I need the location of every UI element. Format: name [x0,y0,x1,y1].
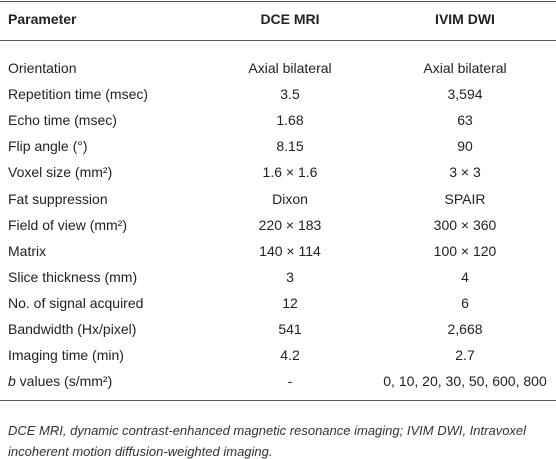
cell-value: 220 × 183 [258,216,322,233]
cell-value: 300 × 360 [433,216,497,233]
row-label: Echo time (msec) [8,112,117,129]
header-rule [0,40,556,41]
label-part: values (s/mm²) [15,373,113,390]
cell-value: 0, 10, 20, 30, 50, 600, 800 [383,373,547,390]
cell-value: 12 [282,294,298,311]
row-label: b values (s/mm²) [8,372,112,390]
cell-value: 4 [461,268,469,285]
row-label: No. of signal acquired [8,294,144,311]
cell-value: 100 × 120 [433,242,497,259]
cell-value: 1.68 [276,112,304,129]
header-cell: DCE MRI [260,11,320,27]
cell-value: Dixon [272,190,308,207]
cell-value: 3,594 [447,86,483,103]
cell-value: 90 [457,138,473,155]
cell-value: 541 [278,321,302,337]
header-cell: IVIM DWI [435,11,495,27]
cell-value: 8.15 [276,138,304,155]
row-label: Flip angle (°) [8,138,88,155]
cell-value: 140 × 114 [259,242,321,259]
cell-value: Axial bilateral [248,60,332,76]
cell-value: 1.6 × 1.6 [262,164,318,181]
row-label: Slice thickness (mm) [8,268,138,285]
cell-value: 6 [461,294,469,311]
header-cell: Parameter [8,11,77,27]
row-label: Repetition time (msec) [8,86,149,103]
top-rule [0,1,556,2]
row-label: Orientation [8,60,77,76]
cell-value: Axial bilateral [423,60,507,76]
cell-value: 3 × 3 [449,164,481,181]
cell-value: 4.2 [280,347,300,364]
row-label: Voxel size (mm²) [8,164,113,181]
cell-value: 3 [286,268,294,285]
row-label: Fat suppression [8,190,108,207]
cell-value: - [287,373,293,390]
cell-value: 63 [457,112,473,129]
row-label: Field of view (mm²) [8,216,128,233]
label-part: b [8,373,16,390]
footnote: DCE MRI, dynamic contrast-enhanced magne… [8,423,527,459]
cell-value: 2,668 [447,321,483,337]
row-label: Imaging time (min) [8,347,124,364]
bottom-rule [0,400,556,401]
row-label: Bandwidth (Hx/pixel) [8,321,137,337]
cell-value: 2.7 [455,347,475,364]
row-label: Matrix [8,242,47,259]
cell-value: SPAIR [444,190,486,207]
cell-value: 3.5 [280,86,300,103]
